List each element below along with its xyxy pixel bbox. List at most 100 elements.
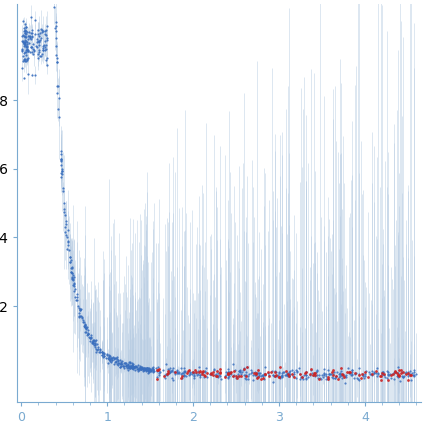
Point (345, 365, 351, 372)
Point (126, 358, 133, 365)
Point (142, 366, 149, 373)
Point (400, 373, 406, 380)
Point (54, 82, 61, 89)
Point (286, 368, 293, 375)
Point (301, 370, 308, 377)
Point (112, 355, 119, 362)
Point (215, 374, 221, 381)
Point (90, 339, 96, 346)
Point (354, 375, 360, 382)
Point (126, 364, 133, 371)
Point (107, 355, 114, 362)
Point (181, 365, 188, 372)
Point (154, 367, 161, 374)
Point (166, 368, 173, 375)
Point (96, 349, 102, 356)
Point (255, 367, 261, 374)
Point (408, 376, 414, 383)
Point (130, 366, 136, 373)
Point (278, 373, 284, 380)
Point (378, 371, 385, 378)
Point (96, 346, 103, 353)
Point (53, 58, 60, 65)
Point (201, 372, 207, 379)
Point (198, 370, 205, 377)
Point (149, 368, 156, 375)
Point (126, 363, 133, 370)
Point (112, 357, 119, 364)
Point (23, 39, 30, 46)
Point (125, 361, 132, 368)
Point (265, 370, 272, 377)
Point (166, 370, 173, 377)
Point (190, 368, 197, 375)
Point (201, 369, 208, 376)
Point (283, 371, 290, 378)
Point (110, 356, 117, 363)
Point (68, 269, 74, 276)
Point (100, 350, 107, 357)
Point (292, 375, 299, 382)
Point (406, 367, 413, 374)
Point (348, 372, 355, 379)
Point (122, 363, 129, 370)
Point (187, 371, 193, 378)
Point (309, 370, 316, 377)
Point (250, 376, 257, 383)
Point (302, 369, 309, 376)
Point (125, 360, 131, 367)
Point (123, 365, 130, 372)
Point (371, 369, 377, 376)
Point (134, 366, 141, 373)
Point (23, 40, 30, 47)
Point (360, 371, 367, 378)
Point (357, 374, 364, 381)
Point (74, 302, 81, 309)
Point (392, 369, 399, 376)
Point (154, 373, 161, 380)
Point (190, 372, 197, 379)
Point (321, 370, 328, 377)
Point (268, 368, 275, 375)
Point (284, 369, 291, 376)
Point (23, 52, 30, 59)
Point (395, 372, 402, 379)
Point (407, 372, 414, 379)
Point (329, 369, 335, 376)
Point (224, 375, 231, 382)
Point (322, 371, 329, 378)
Point (213, 372, 220, 379)
Point (31, 46, 37, 53)
Point (107, 357, 114, 364)
Point (189, 368, 196, 375)
Point (173, 366, 180, 373)
Point (255, 369, 262, 376)
Point (324, 367, 331, 374)
Point (332, 374, 339, 381)
Point (139, 364, 146, 371)
Point (125, 367, 132, 374)
Point (59, 171, 65, 178)
Point (120, 359, 127, 366)
Point (84, 324, 91, 331)
Point (75, 309, 82, 316)
Point (115, 361, 122, 368)
Point (19, 32, 26, 39)
Point (160, 366, 167, 373)
Point (116, 356, 123, 363)
Point (366, 368, 372, 375)
Point (76, 314, 83, 321)
Point (230, 371, 237, 378)
Point (76, 307, 83, 314)
Point (261, 372, 268, 379)
Point (394, 372, 401, 379)
Point (76, 313, 82, 320)
Point (328, 371, 334, 378)
Point (142, 366, 149, 373)
Point (22, 38, 28, 45)
Point (167, 368, 174, 375)
Point (63, 233, 70, 240)
Point (173, 368, 180, 375)
Point (69, 269, 76, 276)
Point (316, 372, 323, 379)
